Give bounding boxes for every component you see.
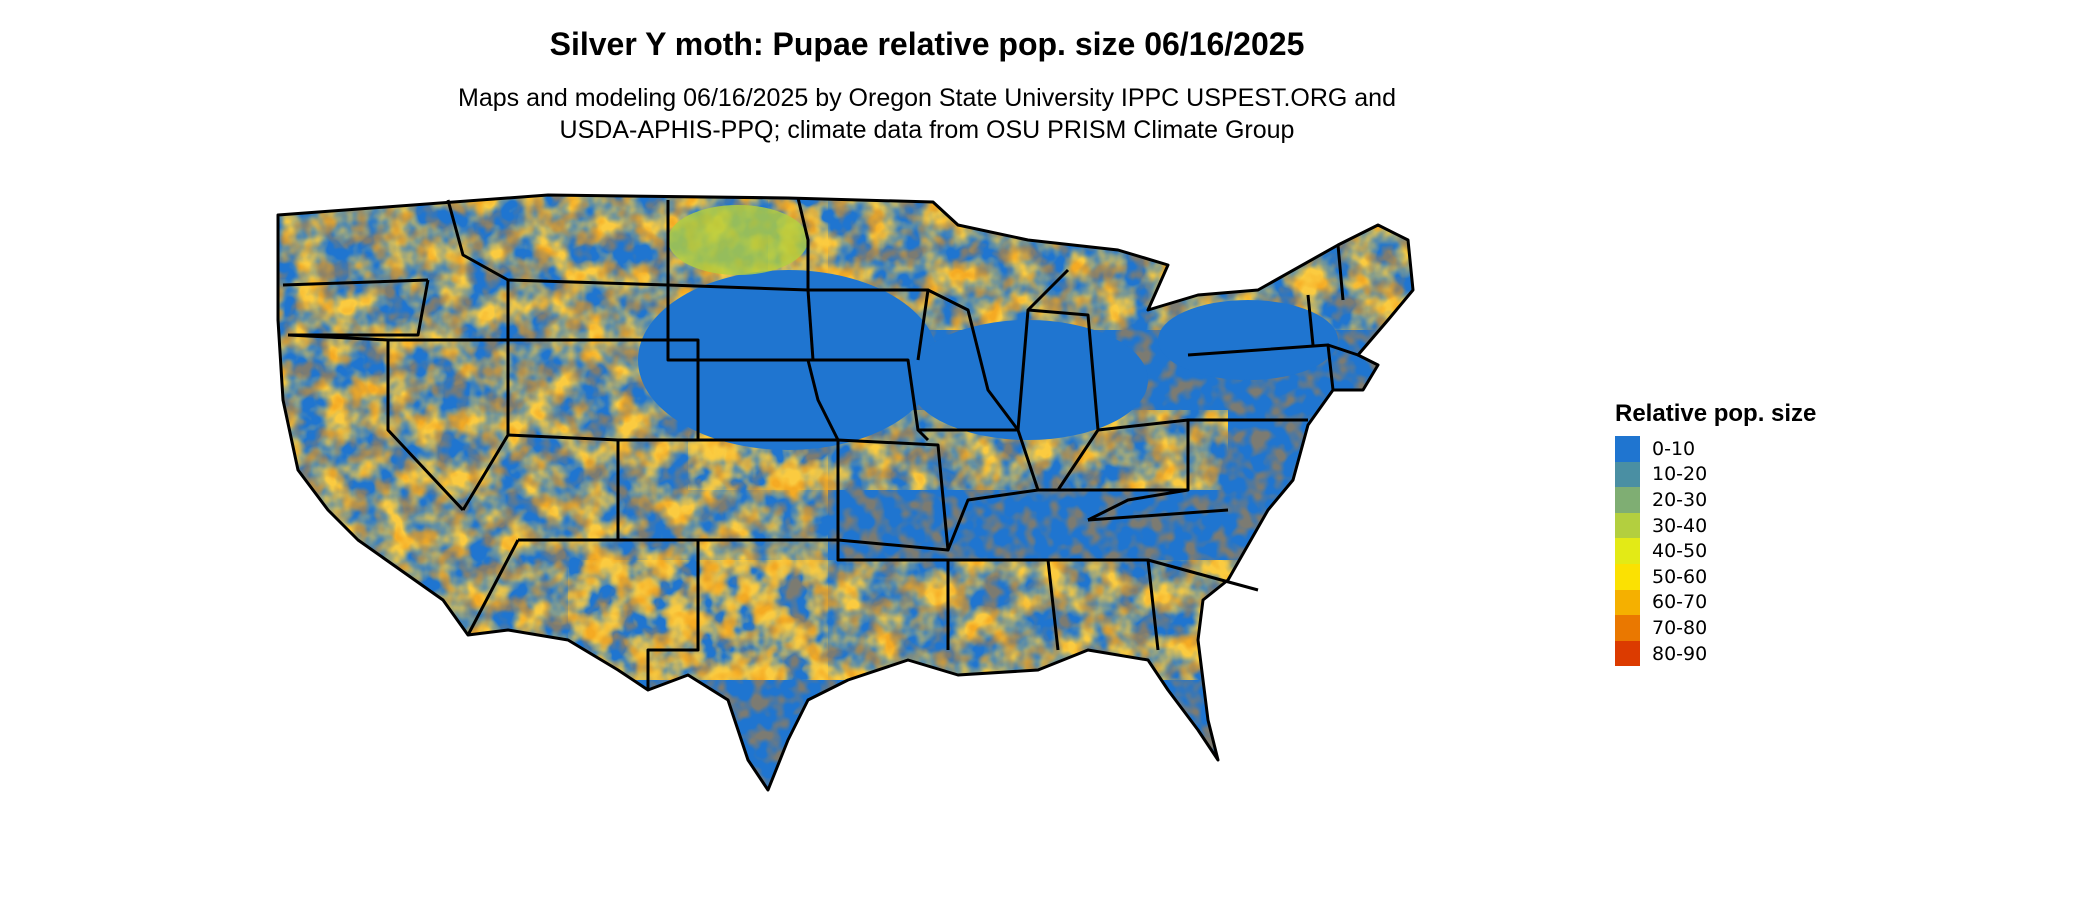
legend-swatch bbox=[1615, 487, 1640, 513]
subtitle-line-2: USDA-APHIS-PPQ; climate data from OSU PR… bbox=[559, 116, 1295, 144]
legend-items: 0-10 10-20 20-30 30-40 40-50 50-60 60-70 70-80 8… bbox=[1615, 436, 1816, 667]
legend-item: 10-20 bbox=[1615, 461, 1816, 488]
legend-label: 80-90 bbox=[1652, 642, 1708, 665]
legend-label: 50-60 bbox=[1652, 565, 1708, 588]
legend-item: 60-70 bbox=[1615, 589, 1816, 616]
intense-hotspots bbox=[278, 195, 1413, 790]
legend-item: 50-60 bbox=[1615, 563, 1816, 590]
map-subtitle: Maps and modeling 06/16/2025 by Oregon S… bbox=[0, 82, 1854, 146]
legend-swatch bbox=[1615, 461, 1640, 488]
legend-label: 0-10 bbox=[1652, 437, 1696, 460]
legend-swatch bbox=[1615, 640, 1640, 667]
legend-label: 40-50 bbox=[1652, 540, 1708, 563]
legend-label: 30-40 bbox=[1652, 514, 1708, 537]
legend-item: 30-40 bbox=[1615, 512, 1816, 539]
legend-item: 0-10 bbox=[1615, 436, 1816, 462]
legend-swatch bbox=[1615, 589, 1640, 616]
state-borders bbox=[276, 193, 1415, 792]
legend-swatch bbox=[1615, 538, 1640, 564]
legend-swatch bbox=[1615, 615, 1640, 641]
legend-swatch bbox=[1615, 512, 1640, 539]
legend-item: 80-90 bbox=[1615, 640, 1816, 667]
legend: Relative pop. size 0-10 10-20 20-30 30-40 40… bbox=[1615, 400, 1817, 667]
legend-item: 20-30 bbox=[1615, 487, 1816, 513]
legend-label: 20-30 bbox=[1652, 488, 1708, 511]
midwest-cool bbox=[908, 320, 1148, 440]
legend-swatch bbox=[1615, 436, 1640, 462]
legend-title: Relative pop. size bbox=[1615, 400, 1817, 427]
us-heatmap bbox=[276, 193, 1415, 792]
dakota-yellow bbox=[668, 205, 808, 275]
legend-item: 40-50 bbox=[1615, 538, 1816, 564]
map-title: Silver Y moth: Pupae relative pop. size … bbox=[549, 26, 1305, 62]
legend-item: 70-80 bbox=[1615, 615, 1816, 641]
subtitle-line-1: Maps and modeling 06/16/2025 by Oregon S… bbox=[458, 84, 1396, 112]
legend-label: 60-70 bbox=[1652, 591, 1708, 614]
legend-swatch bbox=[1615, 563, 1640, 590]
legend-label: 70-80 bbox=[1652, 616, 1708, 639]
northeast-cool bbox=[1158, 300, 1338, 380]
legend-label: 10-20 bbox=[1652, 463, 1708, 486]
